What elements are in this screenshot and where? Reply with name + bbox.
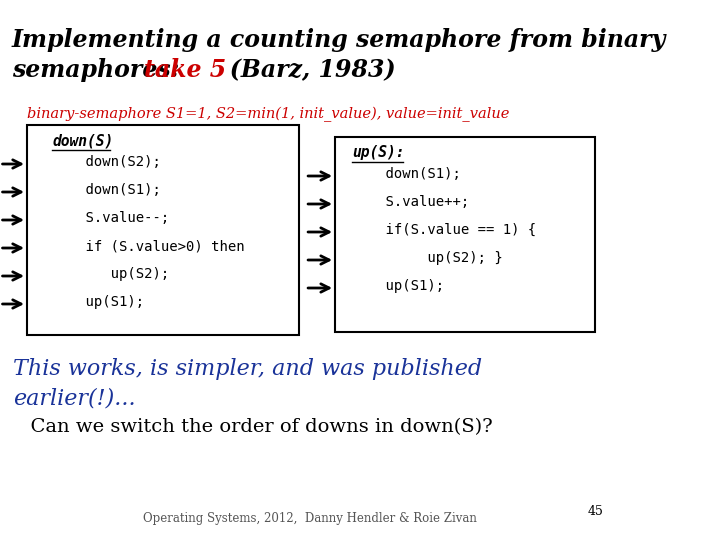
Text: down(S): down(S) xyxy=(53,133,114,148)
Text: 45: 45 xyxy=(588,505,603,518)
Text: if(S.value == 1) {: if(S.value == 1) { xyxy=(352,223,536,237)
Text: semaphores:: semaphores: xyxy=(12,58,187,82)
Bar xyxy=(27,125,300,335)
Text: up(S1);: up(S1); xyxy=(53,295,145,309)
Text: up(S2);: up(S2); xyxy=(53,267,170,281)
Text: up(S1);: up(S1); xyxy=(352,279,444,293)
Text: up(S2); }: up(S2); } xyxy=(352,251,503,265)
Text: Operating Systems, 2012,  Danny Hendler & Roie Zivan: Operating Systems, 2012, Danny Hendler &… xyxy=(143,512,477,525)
Text: binary-semaphore S1=1, S2=min(1, init_value), value=init_value: binary-semaphore S1=1, S2=min(1, init_va… xyxy=(27,107,509,122)
Text: up(S):: up(S): xyxy=(352,145,405,160)
Text: down(S2);: down(S2); xyxy=(53,155,161,169)
Text: earlier(!)...: earlier(!)... xyxy=(13,388,136,410)
Text: down(S1);: down(S1); xyxy=(352,167,461,181)
Text: (Barz, 1983): (Barz, 1983) xyxy=(204,58,395,82)
Text: down(S1);: down(S1); xyxy=(53,183,161,197)
Text: S.value++;: S.value++; xyxy=(352,195,469,209)
Text: This works, is simpler, and was published: This works, is simpler, and was publishe… xyxy=(13,358,482,380)
Text: if (S.value>0) then: if (S.value>0) then xyxy=(53,239,245,253)
Text: take 5: take 5 xyxy=(143,58,226,82)
Text: S.value--;: S.value--; xyxy=(53,211,170,225)
Text: Can we switch the order of downs in down(S)?: Can we switch the order of downs in down… xyxy=(19,418,493,436)
Bar xyxy=(335,137,595,332)
Text: Implementing a counting semaphore from binary: Implementing a counting semaphore from b… xyxy=(12,28,666,52)
